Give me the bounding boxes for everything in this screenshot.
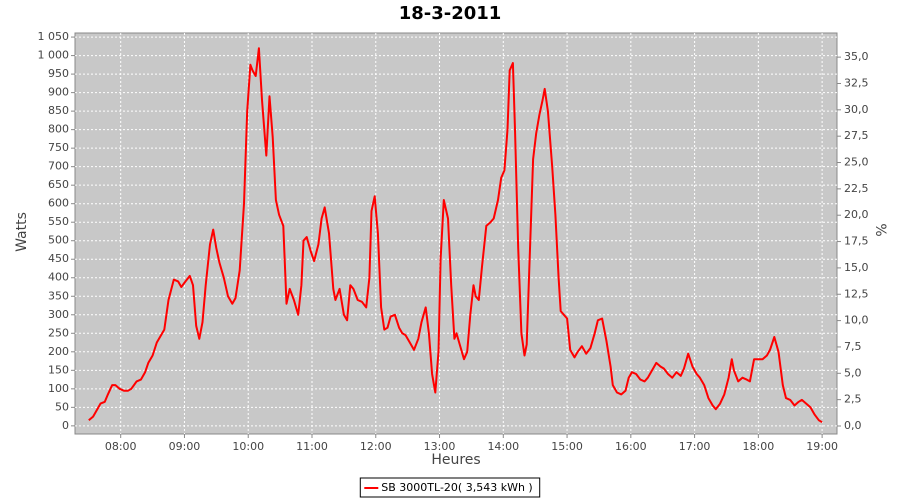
y-axis-title: Watts bbox=[14, 212, 30, 252]
x-axis-title: Heures bbox=[431, 452, 480, 468]
y2-tick-label: 12,5 bbox=[844, 287, 869, 300]
y-tick-label: 450 bbox=[48, 252, 69, 265]
y2-tick-label: 27,5 bbox=[844, 129, 869, 142]
chart-title: 18-3-2011 bbox=[399, 3, 502, 24]
y-tick-label: 0 bbox=[62, 419, 69, 432]
x-tick-label: 12:00 bbox=[360, 440, 392, 453]
x-tick-label: 11:00 bbox=[296, 440, 328, 453]
y2-tick-label: 20,0 bbox=[844, 208, 869, 221]
y2-tick-label: 7,5 bbox=[844, 340, 862, 353]
x-tick-label: 19:00 bbox=[806, 440, 838, 453]
x-tick-label: 17:00 bbox=[679, 440, 711, 453]
x-tick-label: 08:00 bbox=[105, 440, 137, 453]
y2-tick-label: 2,5 bbox=[844, 393, 862, 406]
y2-tick-label: 15,0 bbox=[844, 261, 869, 274]
y-tick-label: 400 bbox=[48, 271, 69, 284]
y2-tick-label: 35,0 bbox=[844, 50, 869, 63]
y-tick-label: 300 bbox=[48, 308, 69, 321]
x-tick-label: 15:00 bbox=[551, 440, 583, 453]
y-tick-label: 800 bbox=[48, 123, 69, 136]
y-tick-label: 100 bbox=[48, 382, 69, 395]
data-line bbox=[88, 47, 823, 424]
y-tick-label: 700 bbox=[48, 160, 69, 173]
y-tick-label: 1 000 bbox=[38, 49, 70, 62]
y2-tick-label: 22,5 bbox=[844, 182, 869, 195]
y2-tick-label: 25,0 bbox=[844, 156, 869, 169]
y-tick-label: 50 bbox=[55, 400, 69, 413]
x-tick-label: 09:00 bbox=[169, 440, 201, 453]
y-tick-label: 850 bbox=[48, 104, 69, 117]
y2-tick-label: 0,0 bbox=[844, 419, 862, 432]
y-tick-label: 900 bbox=[48, 86, 69, 99]
y-tick-label: 550 bbox=[48, 215, 69, 228]
y2-tick-label: 17,5 bbox=[844, 235, 869, 248]
legend-box bbox=[359, 477, 541, 498]
y2-axis-title: % bbox=[872, 223, 888, 236]
y-tick-label: 950 bbox=[48, 67, 69, 80]
legend: SB 3000TL-20( 3,543 kWh ) bbox=[359, 477, 541, 498]
legend-label: SB 3000TL-20( 3,543 kWh ) bbox=[381, 481, 532, 494]
y2-tick-label: 30,0 bbox=[844, 103, 869, 116]
y-tick-label: 200 bbox=[48, 345, 69, 358]
y-tick-label: 600 bbox=[48, 197, 69, 210]
y2-tick-label: 5,0 bbox=[844, 366, 862, 379]
y-tick-label: 650 bbox=[48, 178, 69, 191]
y2-tick-label: 10,0 bbox=[844, 314, 869, 327]
x-tick-label: 18:00 bbox=[743, 440, 775, 453]
y-tick-label: 500 bbox=[48, 234, 69, 247]
y-tick-label: 1 050 bbox=[38, 30, 70, 43]
y-tick-label: 250 bbox=[48, 326, 69, 339]
x-tick-label: 13:00 bbox=[424, 440, 456, 453]
x-tick-label: 16:00 bbox=[615, 440, 647, 453]
y-tick-label: 350 bbox=[48, 289, 69, 302]
x-tick-label: 14:00 bbox=[487, 440, 519, 453]
x-tick-label: 10:00 bbox=[232, 440, 264, 453]
plot-area bbox=[74, 32, 838, 435]
y-tick-label: 150 bbox=[48, 363, 69, 376]
y2-tick-label: 32,5 bbox=[844, 76, 869, 89]
y-tick-label: 750 bbox=[48, 141, 69, 154]
